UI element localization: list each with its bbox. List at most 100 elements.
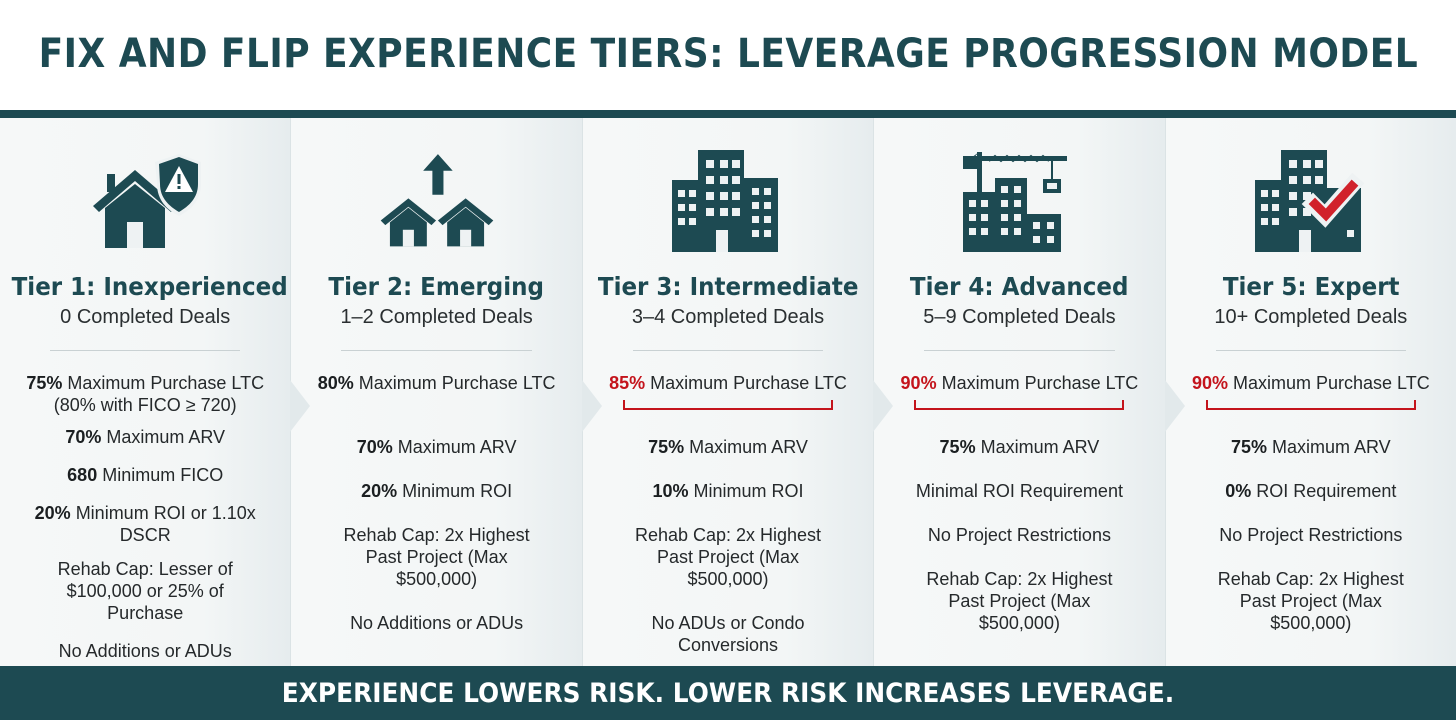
roi-value: 20% [34,503,71,523]
roi-criterion: Minimal ROI Requirement [915,481,1123,501]
house-with-warning-shield-icon [0,148,290,258]
chevron-right-icon [581,380,602,432]
tiers-row: Tier 1: Inexperienced 0 Completed Deals … [0,118,1456,666]
chevron-right-icon [873,380,894,432]
tier-criteria: 80% Maximum Purchase LTC 70% Maximum ARV… [291,372,581,634]
roi-label: ROI Requirement [1251,481,1397,501]
rehab-cap: Rehab Cap: Lesser of $100,000 or 25% of … [57,559,233,623]
arv-value: 75% [939,437,976,457]
arv-label: Maximum ARV [1266,437,1391,457]
tier-divider [50,350,241,351]
arv-criterion: 75% Maximum ARV [874,436,1164,458]
ltc-criterion: 90% Maximum Purchase LTC [1166,372,1456,394]
buildings-with-checkmark-icon [1166,148,1456,258]
ltc-value: 80% [317,373,354,393]
ltc-note: (80% with FICO ≥ 720) [53,395,237,415]
arv-value: 70% [65,427,102,447]
tier-criteria: 90% Maximum Purchase LTC 75% Maximum ARV… [1166,372,1456,634]
chevron-right-icon [290,380,311,432]
rehab-cap: Rehab Cap: 2x Highest Past Project (Max … [343,525,530,589]
roi-value: 20% [361,481,398,501]
arv-criterion: 70% Maximum ARV [0,426,290,448]
roi-criterion: 10% Minimum ROI [583,480,873,502]
two-houses-arrow-up-icon [291,148,581,258]
ltc-criterion: 80% Maximum Purchase LTC [291,372,581,394]
roi-criterion: 0% ROI Requirement [1166,480,1456,502]
tier-title: Tier 5: Expert [1222,272,1400,301]
tier-2-panel: Tier 2: Emerging 1–2 Completed Deals 80%… [290,118,602,666]
ltc-label: Maximum Purchase LTC [1227,373,1430,393]
tier-criteria: 85% Maximum Purchase LTC 75% Maximum ARV… [583,372,873,656]
arv-value: 70% [356,437,393,457]
arv-criterion: 70% Maximum ARV [291,436,581,458]
restriction: No Additions or ADUs [58,641,232,661]
tier-title: Tier 4: Advanced [910,272,1129,301]
roi-label: Minimum ROI [688,481,804,501]
arv-criterion: 75% Maximum ARV [1166,436,1456,458]
tier-title: Tier 1: Inexperienced [11,272,288,301]
arv-value: 75% [648,437,685,457]
tier-1-panel: Tier 1: Inexperienced 0 Completed Deals … [0,118,311,666]
highlight-bracket [914,400,1125,410]
apartment-building-icon [583,148,873,258]
arv-label: Maximum ARV [392,437,517,457]
roi-value: 10% [652,481,689,501]
header-divider [0,110,1456,118]
roi-label: Minimum ROI or 1.10x DSCR [70,503,256,545]
fico-value: 680 [67,465,98,485]
tier-title: Tier 2: Emerging [328,272,545,301]
tier-divider [1215,350,1407,351]
tier-deals: 0 Completed Deals [60,306,231,328]
tier-deals: 5–9 Completed Deals [923,306,1116,328]
chevron-right-icon [1164,380,1185,432]
footer-tagline: EXPERIENCE LOWERS RISK. LOWER RISK INCRE… [281,677,1175,709]
roi-criterion: 20% Minimum ROI or 1.10x DSCR [0,502,290,546]
roi-criterion: 20% Minimum ROI [291,480,581,502]
ltc-value: 90% [1191,373,1228,393]
tier-5-panel: Tier 5: Expert 10+ Completed Deals 90% M… [1164,118,1456,666]
highlight-bracket [623,400,834,410]
ltc-label: Maximum Purchase LTC [353,373,556,393]
ltc-label: Maximum Purchase LTC [936,373,1139,393]
highlight-bracket [1205,400,1416,410]
ltc-value: 90% [900,373,937,393]
tier-deals: 10+ Completed Deals [1214,306,1408,328]
arv-value: 75% [1230,437,1267,457]
rehab-cap: Rehab Cap: 2x Highest Past Project (Max … [1217,569,1404,633]
tier-divider [632,350,824,351]
arv-label: Maximum ARV [684,437,808,457]
ltc-value: 85% [609,373,646,393]
ltc-label: Maximum Purchase LTC [645,373,847,393]
fico-label: Minimum FICO [97,465,224,485]
rehab-cap: Rehab Cap: 2x Highest Past Project (Max … [634,525,822,589]
fico-criterion: 680 Minimum FICO [0,464,290,486]
tier-4-panel: Tier 4: Advanced 5–9 Completed Deals 90%… [873,118,1185,666]
project-restrictions: No Project Restrictions [1219,525,1403,545]
roi-value: 0% [1225,481,1252,501]
ltc-criterion: 90% Maximum Purchase LTC [874,372,1164,394]
tier-title: Tier 3: Intermediate [597,272,859,301]
buildings-with-crane-icon [874,148,1164,258]
project-restrictions: No Project Restrictions [927,525,1111,545]
header: FIX AND FLIP EXPERIENCE TIERS: LEVERAGE … [0,0,1456,112]
tier-criteria: 90% Maximum Purchase LTC 75% Maximum ARV… [874,372,1164,634]
tier-deals: 1–2 Completed Deals [340,306,533,328]
restriction: No ADUs or Condo Conversions [651,613,805,655]
arv-label: Maximum ARV [101,427,226,447]
roi-label: Minimum ROI [397,481,513,501]
tier-deals: 3–4 Completed Deals [631,306,825,328]
tier-criteria: 75% Maximum Purchase LTC (80% with FICO … [0,372,290,662]
rehab-cap: Rehab Cap: 2x Highest Past Project (Max … [926,569,1113,633]
ltc-criterion: 85% Maximum Purchase LTC [583,372,873,394]
ltc-label: Maximum Purchase LTC [62,373,265,393]
tier-divider [341,350,532,351]
arv-label: Maximum ARV [975,437,1100,457]
footer-banner: EXPERIENCE LOWERS RISK. LOWER RISK INCRE… [0,666,1456,720]
ltc-value: 75% [26,373,63,393]
restriction: No Additions or ADUs [350,613,524,633]
tier-3-panel: Tier 3: Intermediate 3–4 Completed Deals… [581,118,894,666]
page-title: FIX AND FLIP EXPERIENCE TIERS: LEVERAGE … [38,31,1418,77]
ltc-criterion: 75% Maximum Purchase LTC [0,372,290,394]
tier-divider [924,350,1115,351]
arv-criterion: 75% Maximum ARV [583,436,873,458]
